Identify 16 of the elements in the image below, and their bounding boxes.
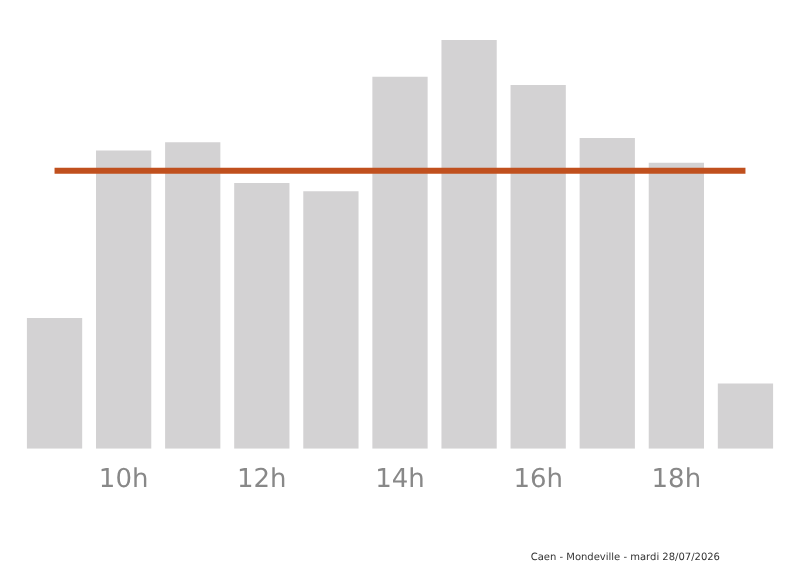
x-tick-label: 12h — [237, 465, 287, 496]
bar — [303, 191, 359, 449]
bar — [648, 162, 704, 449]
bar — [96, 150, 152, 449]
bar — [26, 317, 83, 449]
bar — [510, 84, 566, 449]
bar — [441, 40, 497, 449]
bar — [717, 383, 774, 449]
x-tick-label: 10h — [98, 465, 149, 496]
bar — [579, 138, 635, 449]
x-tick-label: 18h — [651, 465, 702, 496]
bar — [372, 76, 428, 449]
x-tick-label: 14h — [375, 465, 425, 496]
bar — [234, 183, 290, 449]
bar — [165, 142, 221, 449]
x-tick-label: 16h — [513, 465, 563, 496]
